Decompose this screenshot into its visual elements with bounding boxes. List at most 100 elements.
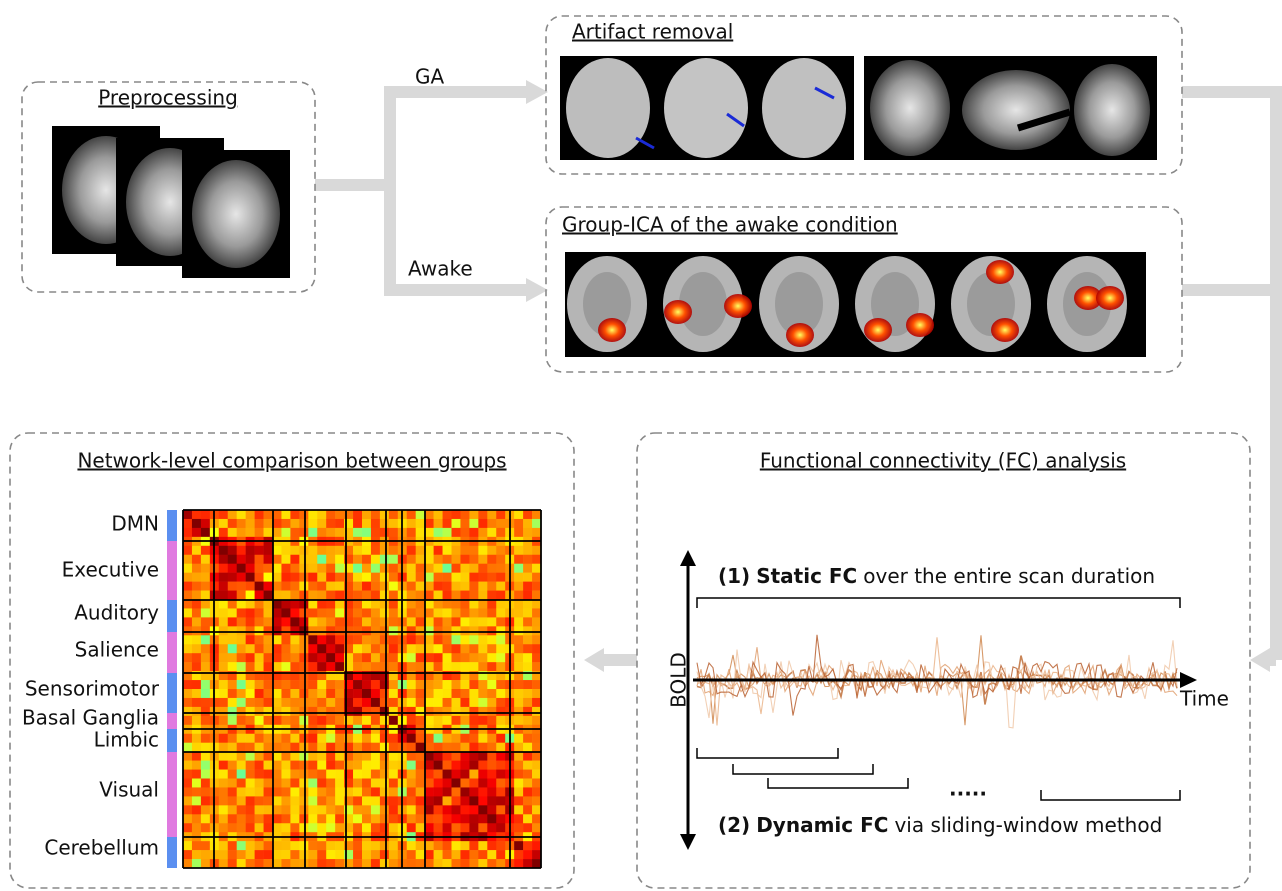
matrix-cell bbox=[371, 591, 380, 600]
matrix-cell bbox=[264, 698, 273, 707]
matrix-cell bbox=[326, 707, 335, 716]
matrix-cell bbox=[443, 582, 452, 591]
matrix-cell bbox=[532, 555, 541, 564]
matrix-cell bbox=[407, 707, 416, 716]
matrix-cell bbox=[416, 626, 425, 635]
matrix-cell bbox=[264, 644, 273, 653]
matrix-cell bbox=[317, 734, 326, 743]
matrix-cell bbox=[460, 761, 469, 770]
matrix-cell bbox=[219, 626, 228, 635]
matrix-cell bbox=[264, 555, 273, 564]
matrix-cell bbox=[353, 716, 362, 725]
matrix-cell bbox=[434, 698, 443, 707]
activation bbox=[786, 323, 814, 347]
matrix-cell bbox=[237, 779, 246, 788]
activation bbox=[986, 260, 1014, 284]
matrix-cell bbox=[237, 805, 246, 814]
matrix-cell bbox=[326, 608, 335, 617]
matrix-cell bbox=[308, 689, 317, 698]
matrix-cell bbox=[317, 653, 326, 662]
matrix-cell bbox=[308, 564, 317, 573]
matrix-cell bbox=[487, 761, 496, 770]
connectivity-matrix: DMNExecutiveAuditorySalienceSensorimotor… bbox=[22, 510, 541, 868]
static-fc-label: (1)Static FCover the entire scan duratio… bbox=[718, 564, 1155, 588]
matrix-cell bbox=[255, 787, 264, 796]
matrix-cell bbox=[371, 823, 380, 832]
matrix-cell bbox=[478, 779, 487, 788]
matrix-cell bbox=[299, 635, 308, 644]
method-term: Static FC bbox=[756, 564, 857, 588]
matrix-cell bbox=[255, 707, 264, 716]
matrix-cell bbox=[532, 546, 541, 555]
matrix-cell bbox=[299, 814, 308, 823]
matrix-cell bbox=[389, 644, 398, 653]
matrix-cell bbox=[281, 635, 290, 644]
artifact-images bbox=[560, 56, 1157, 160]
matrix-cell bbox=[469, 689, 478, 698]
matrix-cell bbox=[192, 734, 201, 743]
matrix-cell bbox=[317, 796, 326, 805]
matrix-cell bbox=[317, 841, 326, 850]
matrix-cell bbox=[469, 770, 478, 779]
matrix-cell bbox=[407, 644, 416, 653]
matrix-cell bbox=[460, 814, 469, 823]
matrix-cell bbox=[478, 662, 487, 671]
matrix-cell bbox=[299, 752, 308, 761]
matrix-cell bbox=[434, 734, 443, 743]
matrix-cell bbox=[469, 644, 478, 653]
matrix-cell bbox=[532, 528, 541, 537]
matrix-cell bbox=[246, 510, 255, 519]
matrix-cell bbox=[460, 716, 469, 725]
matrix-cell bbox=[299, 770, 308, 779]
matrix-cell bbox=[452, 805, 461, 814]
matrix-cell bbox=[443, 591, 452, 600]
matrix-cell bbox=[183, 662, 192, 671]
matrix-cell bbox=[443, 787, 452, 796]
matrix-cell bbox=[380, 805, 389, 814]
matrix-cell bbox=[228, 617, 237, 626]
matrix-cell bbox=[416, 787, 425, 796]
matrix-cell bbox=[514, 644, 523, 653]
matrix-cell bbox=[407, 680, 416, 689]
matrix-cell bbox=[460, 787, 469, 796]
matrix-cell bbox=[290, 841, 299, 850]
matrix-cell bbox=[425, 796, 434, 805]
matrix-cell bbox=[219, 850, 228, 859]
matrix-cell bbox=[183, 510, 192, 519]
matrix-cell bbox=[407, 859, 416, 868]
matrix-cell bbox=[425, 573, 434, 582]
matrix-cell bbox=[353, 591, 362, 600]
arrow-head bbox=[526, 80, 548, 104]
matrix-cell bbox=[469, 859, 478, 868]
matrix-cell bbox=[416, 555, 425, 564]
matrix-cell bbox=[460, 841, 469, 850]
matrix-cell bbox=[452, 796, 461, 805]
matrix-cell bbox=[281, 617, 290, 626]
matrix-cell bbox=[290, 591, 299, 600]
matrix-cell bbox=[407, 761, 416, 770]
matrix-cell bbox=[255, 796, 264, 805]
matrix-cell bbox=[496, 805, 505, 814]
matrix-cell bbox=[478, 564, 487, 573]
matrix-cell bbox=[326, 689, 335, 698]
matrix-cell bbox=[362, 582, 371, 591]
matrix-cell bbox=[443, 617, 452, 626]
matrix-cell bbox=[407, 850, 416, 859]
matrix-cell bbox=[407, 805, 416, 814]
matrix-cell bbox=[469, 662, 478, 671]
matrix-cell bbox=[371, 662, 380, 671]
matrix-cell bbox=[407, 796, 416, 805]
matrix-cell bbox=[183, 653, 192, 662]
matrix-cell bbox=[317, 814, 326, 823]
matrix-cell bbox=[308, 555, 317, 564]
matrix-cell bbox=[246, 761, 255, 770]
matrix-cell bbox=[237, 787, 246, 796]
matrix-cell bbox=[317, 635, 326, 644]
matrix-cell bbox=[290, 716, 299, 725]
matrix-cell bbox=[478, 787, 487, 796]
matrix-cell bbox=[299, 546, 308, 555]
matrix-cell bbox=[371, 644, 380, 653]
matrix-cell bbox=[335, 519, 344, 528]
matrix-cell bbox=[246, 528, 255, 537]
matrix-cell bbox=[443, 752, 452, 761]
